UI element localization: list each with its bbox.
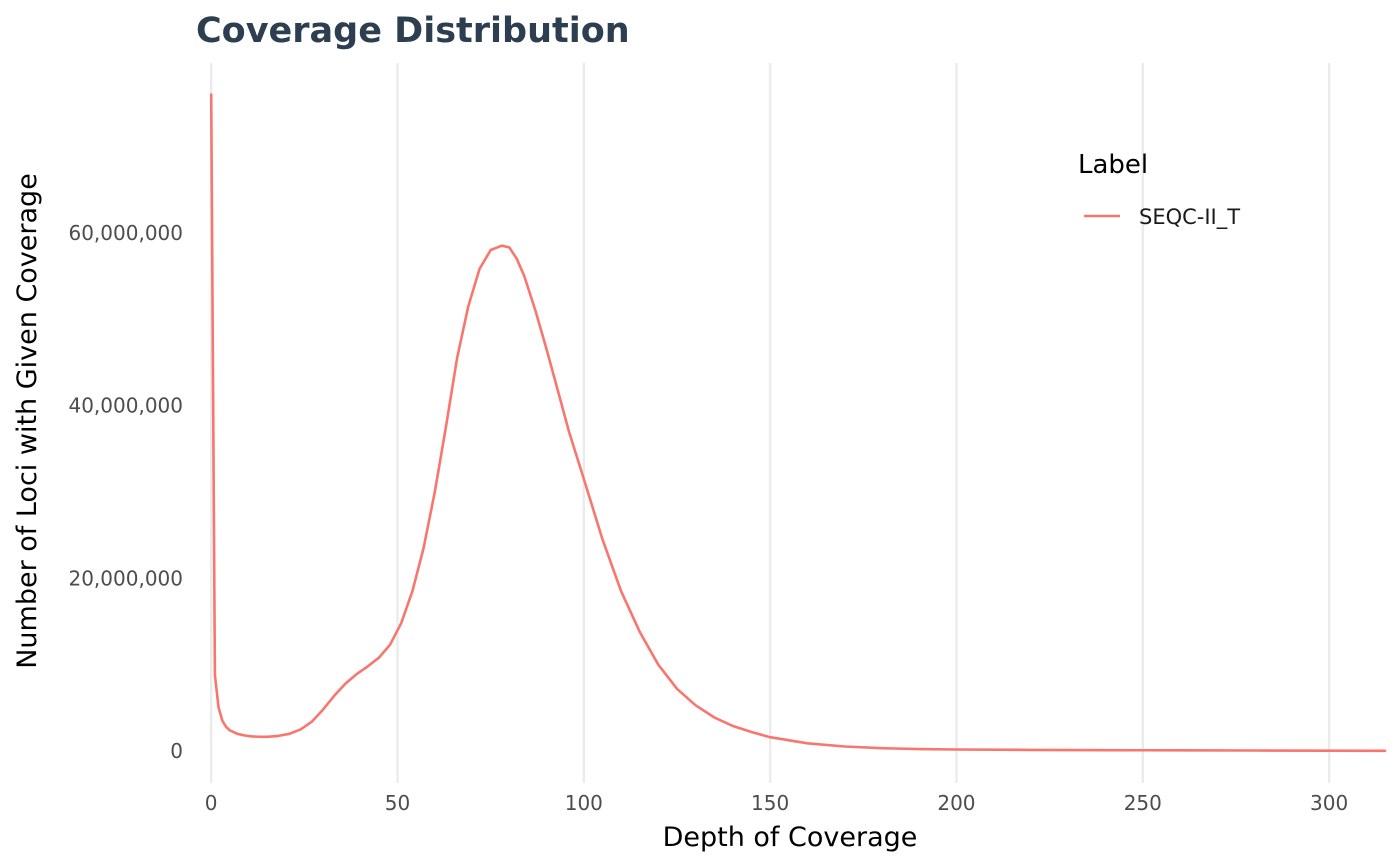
x-tick-label: 250 (1124, 791, 1162, 815)
legend-label: SEQC-II_T (1139, 205, 1240, 230)
x-tick-label: 300 (1310, 791, 1348, 815)
chart-title: Coverage Distribution (196, 11, 630, 51)
x-tick-label: 100 (565, 791, 603, 815)
legend-items: SEQC-II_T (1084, 205, 1240, 230)
y-tick-label: 0 (170, 739, 183, 763)
x-tick-label: 50 (385, 791, 410, 815)
x-tick-label: 150 (751, 791, 789, 815)
x-tick-label: 0 (205, 791, 218, 815)
y-axis-title: Number of Loci with Given Coverage (12, 173, 43, 669)
x-tick-label: 200 (937, 791, 975, 815)
series-line-0 (209, 93, 1387, 753)
series-lines (209, 93, 1387, 753)
y-tick-label: 40,000,000 (68, 394, 183, 418)
y-axis-tick-labels: 0 20,000,000 40,000,000 60,000,000 (68, 221, 183, 763)
y-tick-label: 60,000,000 (68, 221, 183, 245)
x-axis-tick-labels: 0 50 100 150 200 250 300 (205, 791, 1348, 815)
legend: Label SEQC-II_T (1078, 150, 1240, 230)
x-axis-title: Depth of Coverage (663, 822, 918, 853)
legend-title: Label (1078, 150, 1148, 180)
y-tick-label: 20,000,000 (68, 566, 183, 590)
